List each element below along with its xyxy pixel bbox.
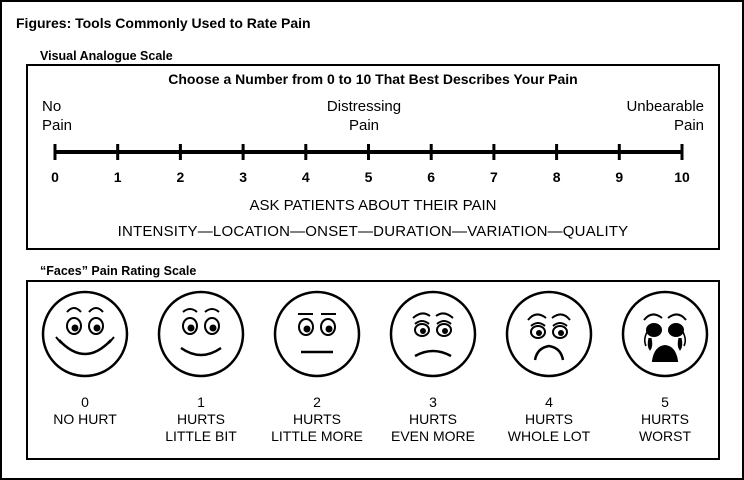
face-3-label-line1: HURTS xyxy=(409,410,457,427)
face-4-caption: 4 HURTS WHOLE LOT xyxy=(491,394,607,444)
face-5-label-line2: WORST xyxy=(638,427,692,444)
faces-row xyxy=(41,290,709,378)
face-5-score: 5 xyxy=(661,394,669,410)
scale-label-2: 2 xyxy=(176,169,185,185)
face-1-caption: 1 HURTS LITTLE BIT xyxy=(143,394,259,444)
face-2-caption: 2 HURTS LITTLE MORE xyxy=(259,394,375,444)
vas-box: Choose a Number from 0 to 10 That Best D… xyxy=(26,64,720,250)
anchor-no-pain: No Pain xyxy=(42,98,72,136)
face-4-score: 4 xyxy=(545,394,553,410)
face-5-icon xyxy=(621,290,709,378)
anchor-no-pain-line2: Pain xyxy=(42,116,73,134)
scale-label-6: 6 xyxy=(427,169,436,185)
face-5-label-line1: HURTS xyxy=(641,410,689,427)
face-1-score: 1 xyxy=(197,394,205,410)
vas-scale-line xyxy=(53,144,684,160)
scale-label-5: 5 xyxy=(364,169,373,185)
scale-label-8: 8 xyxy=(552,169,561,185)
scale-label-7: 7 xyxy=(489,169,498,185)
face-4-label-line2: WHOLE LOT xyxy=(507,427,591,444)
face-0-caption: 0 NO HURT xyxy=(27,394,143,428)
face-4-label-line1: HURTS xyxy=(525,410,573,427)
face-2-icon xyxy=(273,290,361,378)
face-5-caption: 5 HURTS WORST xyxy=(607,394,723,444)
face-2-label-line2: LITTLE MORE xyxy=(271,427,363,444)
vas-section-label: Visual Analogue Scale xyxy=(40,49,173,63)
anchor-distressing-line2: Pain xyxy=(348,116,380,134)
face-0-score: 0 xyxy=(81,394,89,410)
face-0-icon xyxy=(41,290,129,378)
faces-section-label: “Faces” Pain Rating Scale xyxy=(40,264,197,278)
figure-title: Figures: Tools Commonly Used to Rate Pai… xyxy=(16,15,311,31)
face-3-icon xyxy=(389,290,477,378)
anchor-distressing-line1: Distressing xyxy=(326,98,402,115)
anchor-unbearable-line1: Unbearable xyxy=(626,98,704,115)
anchor-no-pain-line1: No xyxy=(42,98,62,115)
scale-label-9: 9 xyxy=(615,169,624,185)
face-0-label: NO HURT xyxy=(53,410,117,427)
anchor-unbearable-pain: Unbearable Pain xyxy=(626,98,704,136)
face-3-label-line2: EVEN MORE xyxy=(390,427,475,444)
face-1-icon xyxy=(157,290,245,378)
scale-label-10: 10 xyxy=(674,169,690,185)
face-2-score: 2 xyxy=(313,394,321,410)
anchor-unbearable-line2: Pain xyxy=(673,116,704,134)
scale-label-3: 3 xyxy=(239,169,247,185)
face-4-icon xyxy=(505,290,593,378)
anchor-distressing-pain: Distressing Pain xyxy=(298,98,430,136)
scale-label-4: 4 xyxy=(301,169,310,185)
face-3-score: 3 xyxy=(429,394,437,410)
ask-patients-line: ASK PATIENTS ABOUT THEIR PAIN xyxy=(249,197,497,214)
scale-label-0: 0 xyxy=(51,169,59,185)
face-2-label-line1: HURTS xyxy=(293,410,341,427)
pain-dimensions-line: INTENSITY—LOCATION—ONSET—DURATION—VARIAT… xyxy=(117,223,629,240)
face-1-label-line1: HURTS xyxy=(177,410,225,427)
scale-label-1: 1 xyxy=(113,169,122,185)
faces-box: 0 NO HURT 1 HURTS LITTLE BIT 2 HURTS LIT… xyxy=(26,280,720,460)
vas-heading: Choose a Number from 0 to 10 That Best D… xyxy=(168,71,578,87)
face-1-label-line2: LITTLE BIT xyxy=(165,427,237,444)
face-3-caption: 3 HURTS EVEN MORE xyxy=(375,394,491,444)
